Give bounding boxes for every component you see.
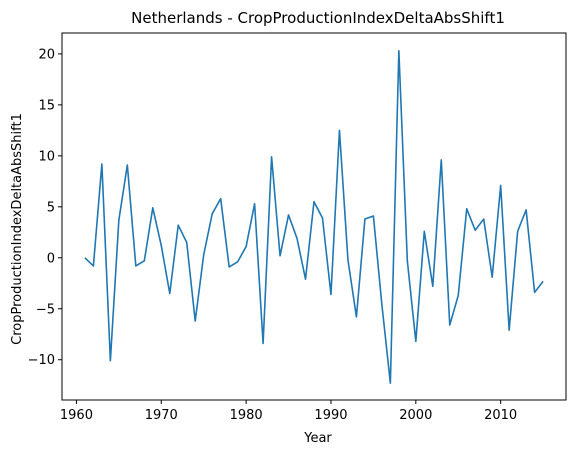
x-axis-label: Year xyxy=(303,431,332,446)
x-tick-label: 1980 xyxy=(230,408,263,423)
y-axis-label: CropProductionIndexDeltaAbsShift1 xyxy=(10,113,25,345)
y-axis-ticks: −10 −5 0 5 10 15 20 xyxy=(28,47,62,368)
chart-title: Netherlands - CropProductionIndexDeltaAb… xyxy=(131,9,505,27)
x-tick-label: 2000 xyxy=(399,408,432,423)
y-tick-label: 5 xyxy=(47,200,55,215)
x-tick-label: 1990 xyxy=(314,408,347,423)
x-tick-label: 1970 xyxy=(145,408,178,423)
x-axis-ticks: 1960 1970 1980 1990 2000 2010 xyxy=(60,400,517,423)
y-tick-label: −5 xyxy=(36,302,55,317)
plot-area: 1960 1970 1980 1990 2000 2010 −10 −5 0 5 10 15 20 xyxy=(28,32,567,423)
plot-frame xyxy=(61,32,567,401)
x-tick-label: 1960 xyxy=(60,408,93,423)
y-tick-label: 15 xyxy=(38,98,55,113)
y-tick-label: −10 xyxy=(28,353,55,368)
y-tick-label: 10 xyxy=(38,149,55,164)
y-tick-label: 20 xyxy=(38,47,55,62)
y-tick-label: 0 xyxy=(47,251,55,266)
x-tick-label: 2010 xyxy=(484,408,517,423)
series-layer xyxy=(84,50,544,384)
series-line xyxy=(84,50,544,384)
